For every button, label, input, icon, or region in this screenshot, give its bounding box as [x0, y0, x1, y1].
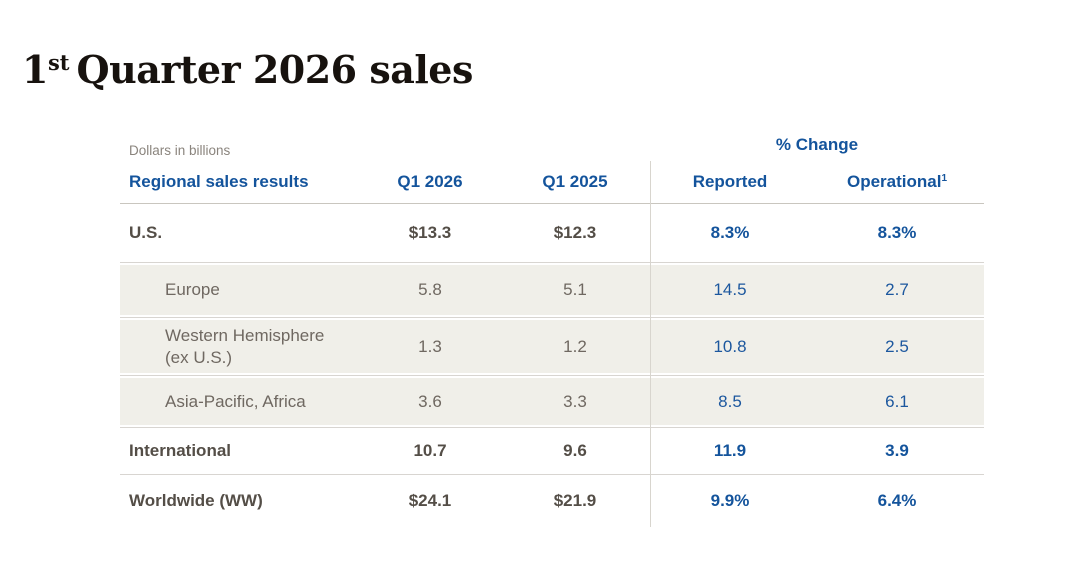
- cell-q1-2026: 5.8: [418, 280, 442, 299]
- cell-operational: 8.3%: [877, 223, 917, 242]
- table-row-worldwide: Worldwide (WW) $24.1 $21.9 9.9% 6.4%: [120, 474, 984, 527]
- cell-operational: 2.7: [885, 280, 909, 299]
- cell-region: Worldwide (WW): [129, 491, 263, 510]
- title-text: Quarter 2026 sales: [76, 47, 473, 93]
- cell-q1-2025: 1.2: [563, 336, 587, 356]
- cell-q1-2025: $12.3: [553, 223, 597, 242]
- table-row-asia-pacific-africa: Asia-Pacific, Africa 3.6 3.3 8.5 6.1: [120, 375, 984, 427]
- cell-q1-2025: 5.1: [563, 280, 587, 299]
- cell-reported: 10.8: [713, 336, 747, 356]
- cell-q1-2026: $13.3: [408, 223, 452, 242]
- header-region: Regional sales results: [129, 172, 309, 192]
- cell-operational: 6.1: [885, 391, 909, 411]
- header-operational: Operational1: [810, 172, 984, 192]
- table-row-us: U.S. $13.3 $12.3 8.3% 8.3%: [120, 204, 984, 262]
- header-operational-label: Operational: [846, 172, 942, 192]
- cell-q1-2026: 10.7: [413, 441, 447, 460]
- cell-q1-2025: 9.6: [563, 441, 587, 460]
- cell-q1-2025: $21.9: [553, 491, 597, 510]
- cell-region: U.S.: [129, 223, 163, 242]
- table-header-row: Regional sales results Q1 2026 Q1 2025 R…: [120, 135, 984, 204]
- table-row-western-hemisphere: Western Hemisphere (ex U.S.) 1.3 1.2 10.…: [120, 317, 984, 375]
- header-reported: Reported: [692, 172, 768, 192]
- footnote-marker: 1: [941, 173, 948, 185]
- unit-note: Dollars in billions: [129, 143, 231, 158]
- cell-reported: 8.3%: [710, 223, 750, 242]
- cell-q1-2026: 1.3: [418, 336, 442, 356]
- column-divider-line: [650, 161, 651, 527]
- title-number: 1: [22, 47, 48, 93]
- cell-region: Western Hemisphere (ex U.S.): [165, 325, 325, 367]
- cell-operational: 3.9: [885, 441, 909, 460]
- cell-q1-2026: 3.6: [418, 391, 442, 411]
- cell-region: Europe: [165, 280, 220, 299]
- cell-operational: 6.4%: [877, 491, 917, 510]
- page-title: 1st Quarter 2026 sales: [22, 47, 473, 92]
- cell-region: Asia-Pacific, Africa: [165, 391, 306, 411]
- cell-region: International: [129, 441, 232, 460]
- cell-reported: 14.5: [713, 280, 747, 299]
- table-row-europe: Europe 5.8 5.1 14.5 2.7: [120, 262, 984, 317]
- regional-sales-table: Dollars in billions % Change Regional sa…: [120, 135, 984, 527]
- cell-q1-2025: 3.3: [563, 391, 587, 411]
- cell-q1-2026: $24.1: [408, 491, 452, 510]
- pct-change-group-header: % Change: [775, 135, 859, 154]
- cell-reported: 8.5: [718, 391, 742, 411]
- header-q1-2025: Q1 2025: [542, 172, 608, 192]
- cell-reported: 11.9: [713, 441, 747, 460]
- header-q1-2026: Q1 2026: [397, 172, 463, 192]
- cell-operational: 2.5: [885, 336, 909, 356]
- table-row-international: International 10.7 9.6 11.9 3.9: [120, 427, 984, 474]
- cell-reported: 9.9%: [710, 491, 750, 510]
- title-ordinal-suffix: st: [47, 50, 70, 76]
